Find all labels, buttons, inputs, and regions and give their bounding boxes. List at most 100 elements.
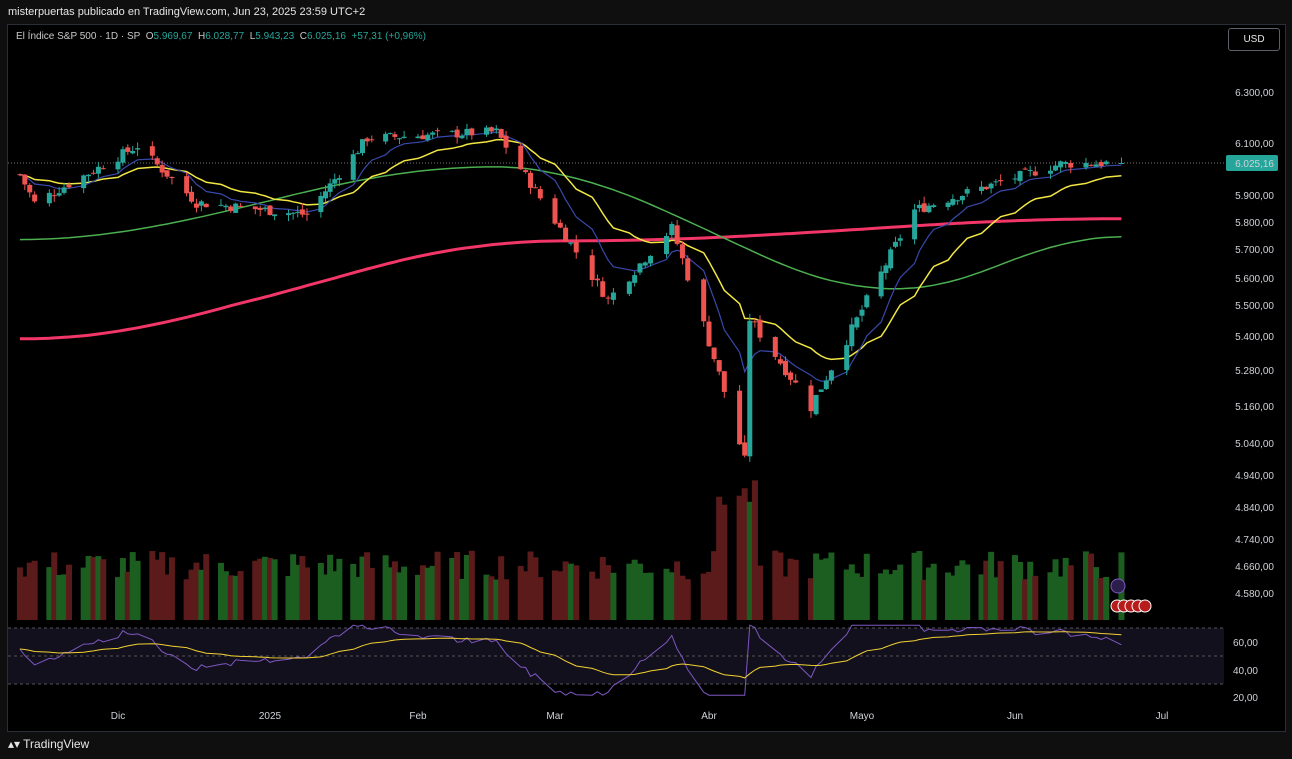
rsi-ma-line (19, 631, 1122, 679)
candle-body (828, 370, 834, 381)
rsi-line (19, 624, 1122, 696)
change-value: +57,31 (+0,96%) (351, 31, 427, 42)
volume-bar (26, 562, 33, 620)
price-tick-label: 5.160,00 (1235, 402, 1274, 413)
candle-body (679, 244, 685, 259)
symbol-label[interactable]: El Índice S&P 500 · 1D · SP (16, 31, 141, 42)
candle-body (332, 179, 338, 184)
volume-bar (232, 575, 239, 620)
volume-bar (573, 565, 580, 620)
volume-bar (21, 576, 28, 620)
volume-bar (149, 550, 156, 620)
volume-bar (1032, 575, 1039, 620)
volume-bar (1052, 559, 1059, 620)
candle-body (955, 200, 961, 202)
volume-bar (911, 552, 918, 620)
volume-bar (350, 563, 357, 620)
volume-bar (1017, 561, 1024, 620)
candle-body (286, 213, 291, 216)
us-flag-icon (1138, 599, 1152, 613)
volume-bar (159, 552, 166, 620)
volume-bar (193, 562, 200, 620)
volume-bar (930, 563, 937, 620)
high-value: 6.028,77 (205, 31, 245, 42)
volume-bar (354, 577, 361, 620)
low-value: 5.943,23 (255, 31, 295, 42)
volume-bar (562, 561, 569, 620)
volume-bar (271, 559, 278, 620)
volume-bar (1012, 555, 1018, 620)
volume-bar (741, 488, 748, 620)
volume-bar (198, 569, 205, 620)
currency-button[interactable]: USD (1228, 28, 1280, 51)
candle-body (883, 265, 889, 273)
volume-bar (757, 565, 763, 620)
volume-bar (459, 578, 466, 620)
candle-body (849, 324, 855, 347)
candle-body (100, 168, 106, 170)
volume-bar (294, 564, 301, 620)
volume-bar (56, 574, 63, 620)
volume-bar (322, 574, 329, 620)
candle-body (706, 321, 712, 347)
volume-bar (1062, 557, 1069, 620)
volume-bar (1088, 553, 1095, 620)
date-tick-label: Feb (409, 711, 427, 722)
volume-bar (483, 574, 490, 620)
volume-bar (424, 567, 431, 620)
tradingview-logo[interactable]: ▴▾ TradingView (8, 737, 89, 751)
volume-bar (503, 579, 510, 620)
volume-bar (95, 556, 102, 620)
candle-body (350, 154, 356, 180)
candle-body (459, 135, 465, 139)
volume-bar (882, 569, 889, 620)
candle-body (988, 183, 994, 189)
candle-body (51, 195, 57, 197)
candle-body (17, 174, 23, 176)
volume-bar (100, 559, 107, 620)
candle-body (854, 317, 860, 328)
volume-bar (808, 578, 814, 620)
volume-bar (772, 550, 779, 620)
volume-bar (599, 556, 606, 620)
candle-body (931, 205, 937, 207)
candle-body (1118, 163, 1124, 164)
volume-bar (959, 560, 966, 620)
volume-bar (626, 563, 633, 620)
volume-bar (522, 571, 529, 620)
candle-body (916, 204, 922, 209)
candle-body (90, 172, 96, 174)
volume-bar (721, 504, 728, 620)
candle-body (959, 195, 965, 201)
volume-bar (892, 570, 899, 620)
candle-body (818, 389, 824, 392)
date-tick-label: Mar (546, 711, 564, 722)
volume-bar (183, 579, 190, 620)
candle-body (568, 242, 574, 244)
price-tick-label: 5.800,00 (1235, 218, 1274, 229)
candle-body (397, 138, 402, 140)
price-tick-label: 4.940,00 (1235, 471, 1274, 482)
candle-body (262, 207, 268, 210)
candle-body (1098, 162, 1104, 167)
candle-body (737, 390, 743, 445)
volume-bar (552, 570, 558, 620)
candle-body (184, 176, 190, 194)
volume-bar (954, 565, 961, 620)
candle-body (537, 189, 543, 199)
candle-body (115, 161, 121, 170)
volume-bar (115, 577, 121, 620)
candle-body (945, 202, 951, 208)
candle-body (921, 203, 927, 212)
candle-body (1053, 165, 1059, 171)
candle-body (859, 309, 865, 316)
volume-bar (252, 560, 259, 620)
volume-bar (711, 551, 718, 620)
volume-bar (391, 561, 398, 620)
candle-body (926, 205, 932, 213)
candle-body (783, 360, 788, 376)
candle-body (573, 241, 579, 253)
candle-body (493, 128, 499, 131)
volume-bar (921, 579, 928, 620)
